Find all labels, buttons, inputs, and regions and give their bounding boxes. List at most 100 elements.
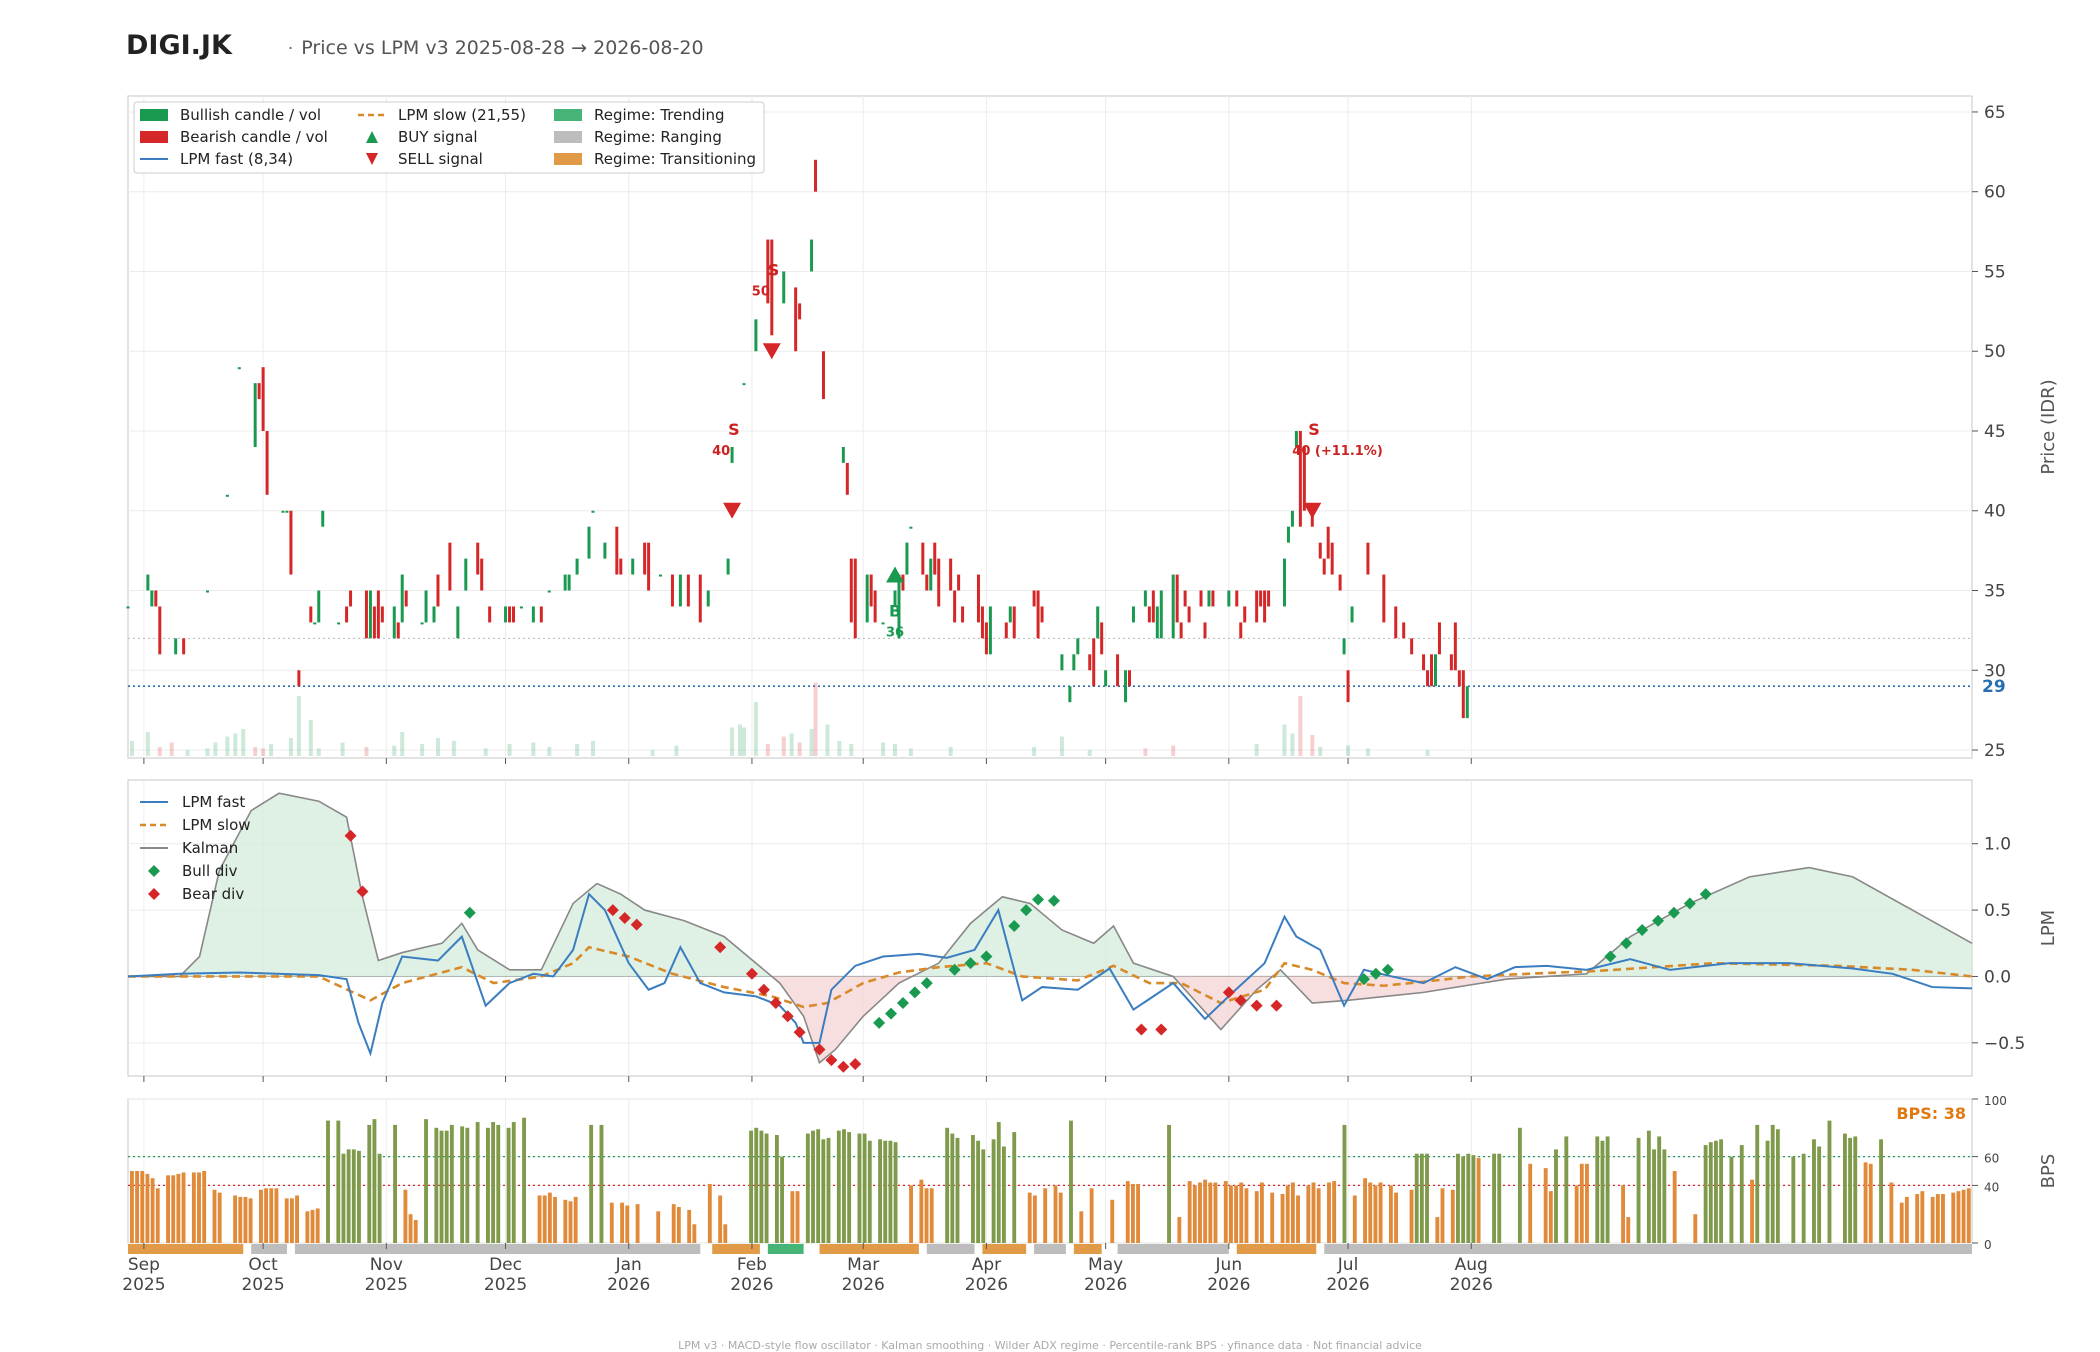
bps-bar (945, 1127, 950, 1243)
volume-bar (948, 747, 953, 756)
bps-bar (919, 1179, 924, 1243)
bps-bar (1213, 1182, 1218, 1243)
price-legend-label: Regime: Ranging (594, 128, 722, 146)
bullish-candle (905, 542, 909, 575)
bearish-candle (925, 574, 929, 591)
bps-bar (1801, 1153, 1806, 1243)
bps-bar (1456, 1153, 1460, 1243)
bps-bar (413, 1219, 418, 1243)
bps-ytick-label: 100 (1984, 1094, 2007, 1108)
volume-bar (296, 696, 301, 756)
x-tick-year: 2026 (965, 1275, 1008, 1295)
bps-bar (506, 1127, 511, 1243)
bullish-candle (237, 367, 241, 370)
x-tick-year: 2026 (1450, 1275, 1493, 1295)
bullish-candle (909, 526, 913, 529)
bearish-candle (364, 590, 368, 639)
bps-bar (996, 1122, 1001, 1243)
bps-bar (1543, 1168, 1548, 1243)
volume-bar (809, 729, 814, 756)
bps-bar (1027, 1192, 1032, 1243)
bps-bar (1012, 1132, 1017, 1243)
bps-bar (929, 1188, 934, 1243)
bps-bar (1719, 1139, 1724, 1243)
bps-bar (976, 1140, 981, 1243)
lpm-legend-diamond (148, 888, 160, 900)
bearish-candle (814, 159, 818, 192)
price-ytick-label: 30 (1984, 661, 2006, 681)
bps-bar (434, 1127, 439, 1243)
x-tick-month: Apr (972, 1255, 1001, 1275)
bps-bar (1032, 1195, 1037, 1243)
bps-bar (326, 1120, 330, 1243)
bps-bar (166, 1175, 170, 1243)
bps-ytick-label: 0 (1984, 1238, 1992, 1252)
bps-bar (367, 1124, 372, 1243)
volume-bar (797, 742, 802, 756)
bearish-candle (1036, 590, 1040, 639)
bullish-candle (337, 622, 341, 625)
volume-bar (400, 732, 405, 756)
bearish-candle (1092, 638, 1096, 687)
bps-bar (568, 1201, 573, 1243)
bearish-candle (1175, 574, 1179, 623)
bear-divergence-marker (630, 918, 643, 931)
bullish-candle (929, 558, 933, 591)
bps-ytick-label: 60 (1984, 1152, 1999, 1166)
bps-bar (1414, 1153, 1419, 1243)
volume-bar (650, 750, 655, 756)
bullish-candle (782, 271, 786, 304)
bps-bar (135, 1171, 140, 1243)
bps-bar (811, 1130, 815, 1243)
bps-bar (625, 1205, 630, 1243)
bps-bar (950, 1133, 955, 1243)
bearish-candle (1147, 606, 1151, 623)
bps-bar (1136, 1183, 1141, 1243)
price-ytick-label: 60 (1984, 183, 2006, 203)
bps-bar (315, 1208, 320, 1243)
bearish-candle (869, 574, 873, 607)
price-legend-label: Regime: Trending (594, 106, 725, 124)
bear-divergence-marker (769, 996, 782, 1009)
bear-divergence-marker (1135, 1023, 1148, 1036)
bps-bar (1198, 1182, 1202, 1243)
bearish-candle (821, 351, 825, 400)
ticker-title: DIGI.JK (126, 30, 232, 61)
bear-divergence-marker (1234, 994, 1247, 1007)
lpm-fast-line (127, 892, 1973, 1057)
bps-bar (542, 1195, 547, 1243)
bps-bar (1492, 1153, 1497, 1243)
bps-bar (1579, 1163, 1584, 1243)
x-tick-year: 2026 (842, 1275, 885, 1295)
bps-bar (1657, 1136, 1662, 1243)
x-tick-month: Feb (737, 1255, 767, 1275)
bps-bar (284, 1198, 289, 1243)
bps-bar (1203, 1179, 1208, 1243)
x-tick-year: 2026 (1207, 1275, 1250, 1295)
bullish-candle (575, 558, 579, 575)
bps-bar (862, 1133, 867, 1243)
lpm-legend-label: Bull div (182, 862, 238, 880)
bullish-candle (726, 558, 730, 575)
bearish-candle (257, 383, 261, 400)
bull-divergence-marker (1667, 906, 1680, 919)
bearish-candle (508, 606, 512, 623)
bps-bar (1600, 1140, 1605, 1243)
footer-note: LPM v3 · MACD-style flow oscillator · Ka… (678, 1339, 1422, 1352)
volume-bar (789, 733, 794, 756)
regime-segment (1324, 1244, 1972, 1254)
bullish-candle (1207, 590, 1211, 607)
bullish-candle (591, 510, 595, 513)
bps-bar (310, 1209, 315, 1243)
sell-signal-label: S (1308, 420, 1320, 439)
price-legend-label: LPM fast (8,34) (180, 150, 293, 168)
bearish-candle (380, 606, 384, 623)
bearish-candle (873, 590, 877, 623)
bear-divergence-marker (714, 941, 727, 954)
volume-bar (730, 727, 735, 756)
bps-bar (233, 1195, 238, 1243)
bps-panel: 0 40 60 100 BPS: 38 BPS (127, 1094, 2059, 1254)
volume-bar (741, 727, 746, 756)
bullish-candle (1350, 606, 1354, 623)
bps-bar (522, 1117, 527, 1243)
